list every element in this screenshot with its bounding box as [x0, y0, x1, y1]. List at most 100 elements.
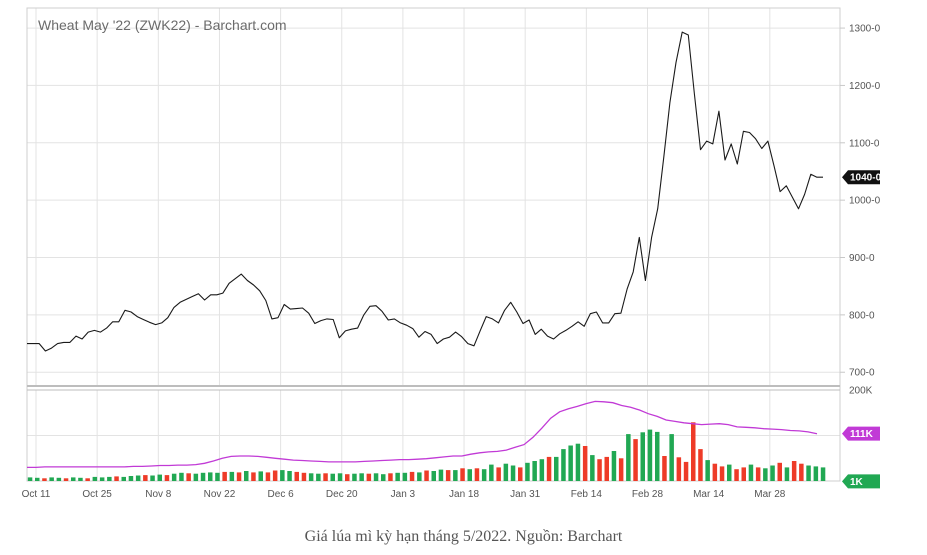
y-axis-ticks: 700-0 800-0 900-0 1000-0 1100-0 1200-0 1300-0 2…	[840, 24, 881, 397]
volume-bar	[799, 463, 804, 481]
volume-bar	[272, 470, 278, 481]
volume-bar	[813, 466, 819, 481]
volume-bar	[373, 473, 379, 481]
volume-bar	[741, 467, 746, 481]
volume-bar	[222, 471, 227, 481]
volume-bar	[107, 476, 112, 481]
volume-bar	[597, 459, 602, 481]
volume-bar	[503, 463, 509, 481]
volume-bar	[647, 429, 653, 481]
average-volume-line	[27, 400, 818, 469]
volume-bar	[388, 473, 393, 481]
volume-bar	[164, 475, 170, 481]
volume-bar	[655, 431, 660, 481]
volume-y-tick-label: 200K	[849, 386, 873, 397]
volume-bar	[481, 469, 487, 481]
volume-bar	[121, 476, 126, 481]
volume-bar	[626, 434, 631, 481]
y-tick-label: 700-0	[849, 368, 875, 379]
volume-bar	[143, 475, 148, 481]
x-tick-label: Nov 8	[145, 489, 172, 500]
volume-bar	[784, 467, 790, 481]
volume-bar	[554, 456, 559, 481]
volume-bar	[395, 472, 400, 481]
volume-bar	[539, 459, 545, 481]
volume-bar	[806, 465, 811, 481]
volume-bar	[78, 477, 83, 481]
volume-bar	[56, 477, 62, 481]
volume-bar	[352, 473, 357, 481]
volume-bar	[669, 434, 674, 481]
price-line-layer	[27, 31, 823, 352]
volume-bar	[611, 451, 617, 481]
volume-bar	[474, 468, 480, 481]
x-tick-label: Nov 22	[204, 489, 236, 500]
volume-bar	[590, 455, 595, 481]
volume-bar	[561, 449, 566, 481]
volume-bar	[359, 473, 364, 481]
volume-bar	[755, 467, 761, 481]
y-tick-label: 1300-0	[849, 24, 881, 35]
badges: 1040-0 111K 1K	[842, 170, 882, 489]
volume-bar	[438, 469, 444, 481]
volume-bar	[705, 460, 710, 481]
volume-bar	[777, 462, 782, 481]
volume-bar	[518, 467, 523, 481]
volume-bar	[719, 466, 725, 481]
volume-bar	[35, 477, 40, 481]
volume-bar	[345, 474, 350, 481]
x-tick-label: Jan 18	[449, 489, 479, 500]
volume-bar	[691, 422, 696, 481]
volume-bar	[467, 469, 472, 481]
volume-bar	[618, 458, 624, 482]
last-price-badge: 1040-0	[850, 173, 882, 184]
volume-bar	[99, 477, 105, 481]
volume-bar	[510, 465, 516, 481]
volume-bar	[683, 461, 689, 481]
volume-bar	[640, 432, 645, 481]
volume-bar	[150, 475, 155, 481]
x-tick-label: Mar 14	[693, 489, 725, 500]
volume-bars	[27, 422, 826, 482]
volume-bar	[445, 470, 451, 481]
volume-bar	[417, 472, 422, 481]
volume-bar	[409, 471, 415, 481]
volume-bar	[424, 470, 429, 481]
volume-bar	[676, 457, 682, 481]
volume-bar	[575, 443, 581, 481]
volume-bar	[820, 467, 826, 481]
volume-bar	[734, 469, 739, 481]
volume-bar	[114, 476, 119, 481]
y-tick-label: 1200-0	[849, 81, 881, 92]
volume-bar	[128, 476, 134, 481]
volume-bar	[748, 464, 754, 481]
volume-bar	[316, 473, 321, 481]
x-axis-ticks: Oct 11 Oct 25 Nov 8 Nov 22 Dec 6 Dec 20 Jan 3 J…	[22, 489, 786, 500]
volume-bar	[712, 463, 718, 481]
volume-bar	[791, 461, 797, 481]
x-tick-label: Feb 14	[571, 489, 603, 500]
price-grid	[27, 8, 840, 386]
volume-bar	[453, 470, 458, 481]
volume-bar	[532, 461, 537, 481]
volume-bar	[381, 474, 386, 481]
volume-bar	[208, 472, 213, 481]
volume-bar	[402, 472, 408, 481]
volume-bar	[604, 456, 609, 481]
volume-bar	[727, 464, 732, 481]
y-tick-label: 1000-0	[849, 196, 881, 207]
x-tick-label: Oct 25	[82, 489, 112, 500]
volume-bar	[27, 477, 33, 481]
x-tick-label: Oct 11	[22, 489, 51, 500]
x-tick-label: Jan 3	[391, 489, 416, 500]
volume-bar	[323, 473, 328, 481]
last-volume-badge: 1K	[850, 477, 864, 488]
volume-bar	[135, 475, 141, 481]
volume-bar	[49, 477, 54, 481]
volume-bar	[186, 473, 191, 481]
volume-bar	[489, 464, 494, 481]
volume-bar	[287, 471, 292, 481]
volume-bar	[337, 473, 343, 481]
volume-bar	[294, 471, 299, 481]
volume-bar	[633, 439, 638, 481]
